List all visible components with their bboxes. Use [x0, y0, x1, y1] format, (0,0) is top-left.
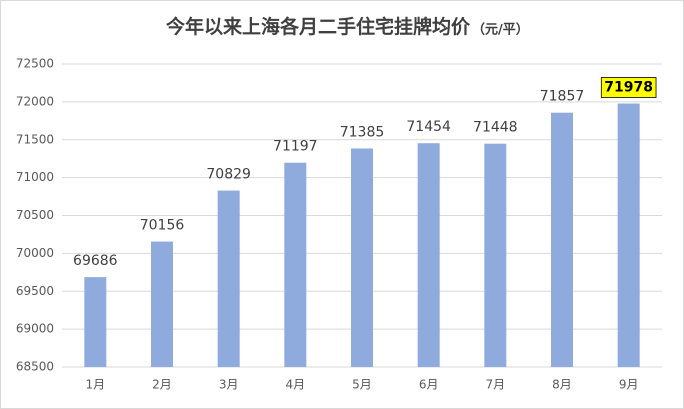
value-label: 71454: [406, 119, 451, 135]
x-tick-label: 2月: [152, 378, 172, 392]
chart-subtitle: （元/平）: [472, 22, 529, 38]
bar: [417, 143, 440, 367]
value-label: 70156: [140, 218, 185, 234]
value-label: 71857: [540, 89, 585, 105]
value-label-group: 71197: [273, 139, 318, 155]
value-label-group: 71448: [473, 120, 518, 136]
value-label: 71385: [340, 124, 385, 140]
x-tick-label: 1月: [86, 378, 106, 392]
bar: [351, 148, 373, 367]
bar: [617, 103, 640, 367]
y-tick-label: 70500: [16, 208, 54, 222]
value-label-group: 69686: [73, 253, 118, 269]
x-tick-label: 7月: [486, 378, 506, 392]
x-tick-label: 4月: [286, 378, 306, 392]
x-tick-label: 5月: [352, 378, 372, 392]
value-label-group: 70156: [140, 218, 185, 234]
value-label-group: 70829: [206, 167, 251, 183]
y-tick-label: 69000: [16, 322, 54, 336]
value-label-group: 71978: [600, 77, 657, 98]
bar: [151, 241, 173, 367]
bar: [284, 162, 307, 367]
x-tick-label: 6月: [419, 378, 439, 392]
bar: [84, 277, 107, 367]
bar: [217, 190, 240, 367]
value-label: 69686: [73, 253, 118, 269]
x-tick-label: 8月: [552, 378, 572, 392]
x-tick-label: 9月: [619, 378, 639, 392]
y-tick-label: 69500: [16, 284, 54, 298]
value-label-highlight: [600, 77, 657, 98]
y-tick-label: 72500: [16, 57, 54, 71]
value-label: 71448: [473, 120, 518, 136]
y-tick-label: 68500: [16, 360, 54, 374]
y-tick-label: 70000: [16, 246, 54, 260]
value-label-group: 71454: [406, 119, 451, 135]
y-tick-label: 71000: [16, 170, 54, 184]
value-label-group: 71857: [540, 89, 585, 105]
value-label: 71978: [604, 80, 653, 96]
y-tick-label: 72000: [16, 94, 54, 108]
value-label-group: 71385: [340, 124, 385, 140]
bar: [551, 112, 573, 368]
bar: [484, 143, 507, 367]
x-tick-label: 3月: [219, 378, 239, 392]
value-label: 70829: [206, 167, 251, 183]
value-label: 71197: [273, 139, 318, 155]
y-tick-label: 71500: [16, 132, 54, 146]
chart-title: 今年以来上海各月二手住宅挂牌均价: [165, 15, 471, 38]
